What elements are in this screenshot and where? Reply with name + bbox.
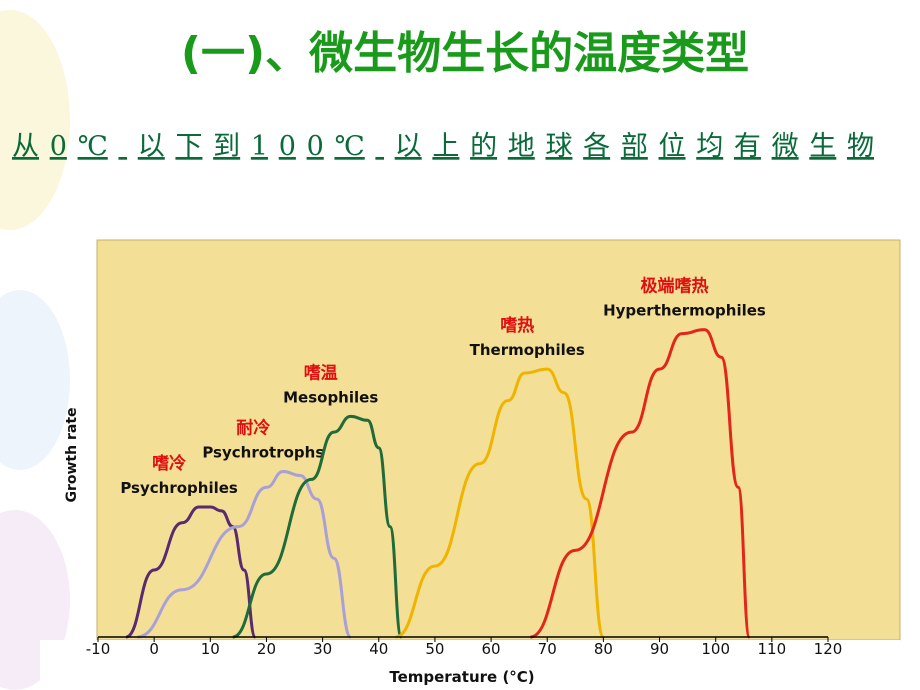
annotation: 嗜冷 (152, 453, 186, 474)
series-label: Thermophiles (470, 341, 585, 359)
series-label: Mesophiles (283, 388, 378, 406)
x-tick-label: 70 (538, 640, 557, 658)
series-label: Hyperthermophiles (603, 302, 766, 320)
decoration (0, 290, 70, 470)
x-tick-label: 80 (594, 640, 613, 658)
growth-curve (125, 505, 257, 639)
x-axis-label: Temperature (°C) (389, 668, 534, 686)
x-tick-label: 100 (701, 640, 730, 658)
growth-curve (232, 414, 403, 639)
growth-curve (529, 328, 751, 639)
annotation: 极端嗜热 (640, 276, 708, 297)
growth-curve (137, 470, 353, 639)
x-tick-label: 120 (814, 640, 843, 658)
slide-title: (一)、微生物生长的温度类型 (181, 28, 749, 79)
x-tick-label: 10 (201, 640, 220, 658)
plot-background (96, 239, 901, 641)
annotation: 嗜温 (304, 363, 338, 383)
x-tick-label: 90 (650, 640, 669, 658)
x-tick-label: 30 (313, 640, 332, 658)
y-axis-label: Growth rate (64, 407, 80, 502)
series-label: Psychrophiles (120, 479, 238, 497)
decoration (0, 10, 70, 230)
slide-subtitle: 从0℃ 以下到100℃ 以上的地球各部位均有微生物 (12, 131, 874, 162)
x-tick-label: 50 (425, 640, 444, 658)
x-tick-label: 20 (257, 640, 276, 658)
annotation: 耐冷 (236, 418, 270, 439)
axis-area (40, 640, 900, 690)
growth-curve (395, 367, 605, 639)
x-tick-label: 110 (758, 640, 787, 658)
series-label: Psychrotrophs (202, 444, 324, 462)
x-tick-label: 60 (482, 640, 501, 658)
annotation: 嗜热 (500, 315, 534, 336)
x-tick-label: 0 (149, 640, 159, 658)
x-tick-label: 40 (369, 640, 388, 658)
x-tick-label: -10 (86, 640, 111, 658)
